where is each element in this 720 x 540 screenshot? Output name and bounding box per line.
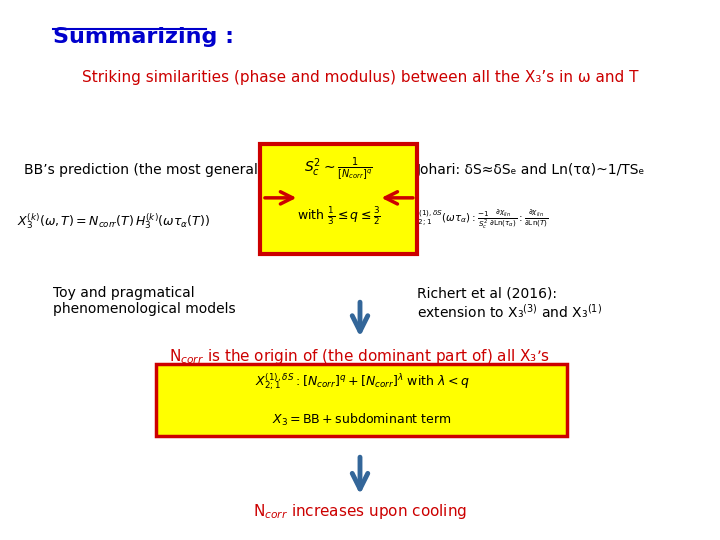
Text: N$_{corr}$ is the origin of (the dominant part of) all X₃’s: N$_{corr}$ is the origin of (the dominan…	[169, 348, 551, 367]
Text: $S_c^2 \sim \frac{1}{[N_{corr}]^q}$: $S_c^2 \sim \frac{1}{[N_{corr}]^q}$	[305, 155, 373, 182]
Text: with $\frac{1}{3} \leq q \leq \frac{3}{2}$: with $\frac{1}{3} \leq q \leq \frac{3}{2…	[297, 205, 380, 227]
FancyBboxPatch shape	[260, 144, 417, 254]
Text: $X_3^{(k)}(\omega,T) = N_{corr}(T)\, H_3^{(k)}\left(\omega\tau_\alpha(T)\right)$: $X_3^{(k)}(\omega,T) = N_{corr}(T)\, H_3…	[17, 211, 210, 231]
Text: $X_{2;1}^{(1),\delta S}(\omega\tau_\alpha): \frac{-1}{S_c^2}\frac{\partial\chi_{: $X_{2;1}^{(1),\delta S}(\omega\tau_\alph…	[410, 208, 549, 231]
Text: Summarizing :: Summarizing :	[53, 27, 234, 47]
Text: $X_3 = \mathrm{BB} + \mathrm{subdominant\ term}$: $X_3 = \mathrm{BB} + \mathrm{subdominant…	[272, 411, 451, 428]
Text: Toy and pragmatical
phenomenological models: Toy and pragmatical phenomenological mod…	[53, 286, 235, 316]
Text: BB’s prediction (the most general): BB’s prediction (the most general)	[24, 163, 264, 177]
Text: Striking similarities (phase and modulus) between all the X₃’s in ω and T: Striking similarities (phase and modulus…	[82, 70, 638, 85]
Text: N$_{corr}$ increases upon cooling: N$_{corr}$ increases upon cooling	[253, 503, 467, 522]
Text: Johari: δS≈δSₑ and Ln(τα)~1/TSₑ: Johari: δS≈δSₑ and Ln(τα)~1/TSₑ	[417, 163, 645, 177]
Text: $X_{2;1}^{(1),\delta S}: [N_{corr}]^q + [N_{corr}]^\lambda$ with $\lambda < q$: $X_{2;1}^{(1),\delta S}: [N_{corr}]^q + …	[255, 372, 469, 393]
Text: Richert et al (2016):
extension to X₃$^{(3)}$ and X₃$^{(1)}$: Richert et al (2016): extension to X₃$^{…	[417, 286, 602, 321]
FancyBboxPatch shape	[156, 363, 567, 436]
